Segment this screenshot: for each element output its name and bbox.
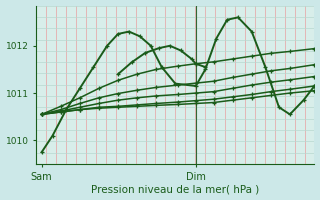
X-axis label: Pression niveau de la mer( hPa ): Pression niveau de la mer( hPa ) bbox=[91, 184, 260, 194]
